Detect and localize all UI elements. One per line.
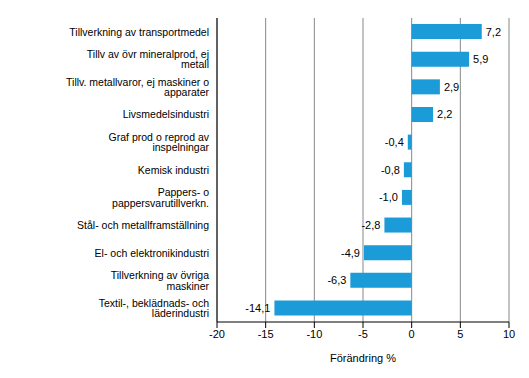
svg-text:-14,1: -14,1 bbox=[245, 302, 270, 314]
svg-text:-15: -15 bbox=[258, 328, 274, 340]
svg-text:-6,3: -6,3 bbox=[327, 274, 346, 286]
svg-text:El- och elektronikindustri: El- och elektronikindustri bbox=[95, 247, 209, 259]
svg-text:-0,8: -0,8 bbox=[381, 164, 400, 176]
svg-text:-0,4: -0,4 bbox=[385, 136, 404, 148]
svg-text:Graf prod o reprod avinspelnin: Graf prod o reprod avinspelningar bbox=[109, 131, 210, 154]
svg-text:-20: -20 bbox=[209, 328, 225, 340]
svg-text:5: 5 bbox=[457, 328, 463, 340]
svg-text:Tillverkning av transportmedel: Tillverkning av transportmedel bbox=[69, 26, 209, 38]
svg-text:-1,0: -1,0 bbox=[379, 191, 398, 203]
svg-text:Tillv. metallvaror, ej maskine: Tillv. metallvaror, ej maskiner oapparat… bbox=[66, 76, 209, 99]
svg-text:-4,9: -4,9 bbox=[341, 247, 360, 259]
svg-text:Livsmedelsindustri: Livsmedelsindustri bbox=[123, 108, 209, 120]
svg-text:Tillv av övr mineralprod, ejme: Tillv av övr mineralprod, ejmetall bbox=[87, 48, 209, 71]
svg-text:-2,8: -2,8 bbox=[361, 219, 380, 231]
svg-text:5,9: 5,9 bbox=[473, 53, 488, 65]
svg-text:7,2: 7,2 bbox=[486, 26, 501, 38]
svg-text:10: 10 bbox=[503, 328, 515, 340]
svg-text:Tillverkning av övrigamaskiner: Tillverkning av övrigamaskiner bbox=[111, 269, 210, 292]
svg-text:2,9: 2,9 bbox=[444, 81, 459, 93]
svg-text:2,2: 2,2 bbox=[437, 108, 452, 120]
svg-text:0: 0 bbox=[409, 328, 415, 340]
svg-text:Förändring %: Förändring % bbox=[330, 352, 396, 364]
svg-text:-10: -10 bbox=[306, 328, 322, 340]
svg-text:Stål- och metallframställning: Stål- och metallframställning bbox=[77, 219, 209, 231]
svg-text:-5: -5 bbox=[358, 328, 368, 340]
svg-text:Pappers- opappersvarutillverkn: Pappers- opappersvarutillverkn. bbox=[112, 186, 209, 209]
svg-text:Textil-, beklädnads- ochläderi: Textil-, beklädnads- ochläderindustri bbox=[99, 297, 209, 320]
svg-text:Kemisk industri: Kemisk industri bbox=[138, 164, 209, 176]
